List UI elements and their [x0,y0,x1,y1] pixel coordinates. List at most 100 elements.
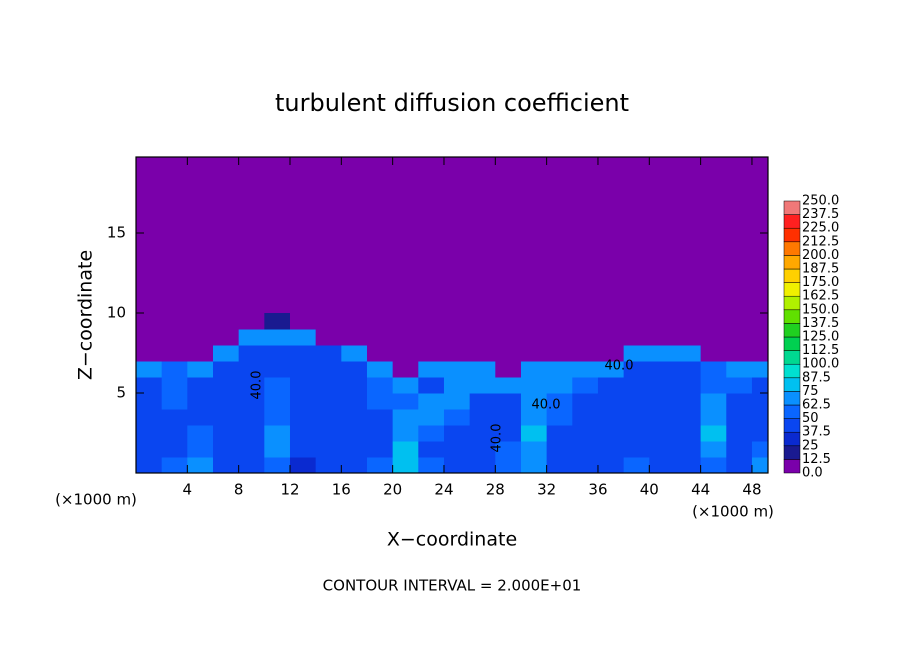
heat-cell [315,457,342,473]
heat-cell [418,377,445,394]
heat-cell [161,377,188,394]
heat-cell [623,377,650,394]
heat-cell [315,377,342,394]
colorbar-bin [783,418,801,433]
heat-cell [315,313,342,330]
x-unit-left: (×1000 m) [55,491,137,509]
heat-cell [136,441,163,458]
heat-cell [700,377,727,394]
colorbar-bin [783,377,801,392]
colorbar-label: 112.5 [802,343,839,358]
colorbar-label: 25 [802,438,819,453]
colorbar-label: 137.5 [802,316,839,331]
heat-cell [597,457,625,473]
heat-cell [674,457,702,473]
heat-cell [341,345,368,362]
heat-cell [649,361,676,378]
heat-cell [212,457,240,473]
heat-cell [623,441,650,458]
colorbar-label: 100.0 [802,357,839,372]
heat-cell [264,393,291,410]
x-tick-label: 40 [640,481,659,499]
heat-cell [341,441,368,458]
heat-cell [751,345,768,362]
heat-cell [136,425,163,442]
heat-cell [289,409,317,426]
heat-cell [623,361,650,378]
heat-cell [572,345,599,362]
heat-cell [597,345,625,362]
heat-cell [751,457,768,473]
heat-cell [546,345,573,362]
heat-cell [264,409,291,426]
heat-cell [418,393,445,410]
heat-cell [418,441,445,458]
heat-cell [597,361,625,378]
colorbar-label: 62.5 [802,398,831,413]
heat-cell [674,313,702,330]
heat-cell [443,441,471,458]
heat-cell [700,457,727,473]
colorbar-label: 187.5 [802,262,839,277]
heat-cell [597,409,625,426]
heat-cell [238,457,265,473]
heat-cell [443,425,471,442]
heat-cell [392,377,419,394]
colorbar-bin [783,336,801,351]
heat-cell [238,425,265,442]
heat-cell [520,409,548,426]
heat-cell [572,457,599,473]
heat-cell [623,329,650,346]
heat-cell [495,441,522,458]
heat-cell [597,393,625,410]
heat-cell [366,425,394,442]
heat-cell [597,441,625,458]
field [136,313,768,473]
heat-cell [469,441,496,458]
heat-cell [469,361,496,378]
heat-cell [238,441,265,458]
colorbar-label: 225.0 [802,221,839,236]
heat-cell [649,457,676,473]
contour-label: 40.0 [605,359,634,374]
heat-cell [572,361,599,378]
heat-cell [572,409,599,426]
heat-cell [366,441,394,458]
colorbar-label: 87.5 [802,370,831,385]
colorbar-label: 162.5 [802,289,839,304]
colorbar-bin [783,295,801,311]
heat-cell [520,345,548,362]
heat-cell [136,409,163,426]
heat-cell [520,425,548,442]
heat-cell [495,361,522,378]
heat-cell [700,393,727,410]
heat-cell [341,377,368,394]
heat-cell [469,457,496,473]
heat-cell [161,313,188,330]
heat-cell [597,425,625,442]
heat-cell [623,393,650,410]
heat-cell [392,409,419,426]
heat-cell [418,329,445,346]
heat-cell [392,345,419,362]
x-tick-label: 8 [234,481,244,499]
colorbar-label: 125.0 [802,330,839,345]
heat-cell [418,361,445,378]
heat-cell [726,441,753,458]
heat-cell [264,329,291,346]
heat-cell [443,393,471,410]
colorbar-bin [783,363,801,379]
heat-cell [264,377,291,394]
heat-cell [469,313,496,330]
heat-cell [392,313,419,330]
heat-cell [623,457,650,473]
heat-cell [161,425,188,442]
heat-cell [136,393,163,410]
heat-cell [238,393,265,410]
heat-cell [315,345,342,362]
heat-cell [700,313,727,330]
heat-cell [495,457,522,473]
heat-cell [469,345,496,362]
heat-cell [726,409,753,426]
colorbar-bin [783,309,801,324]
